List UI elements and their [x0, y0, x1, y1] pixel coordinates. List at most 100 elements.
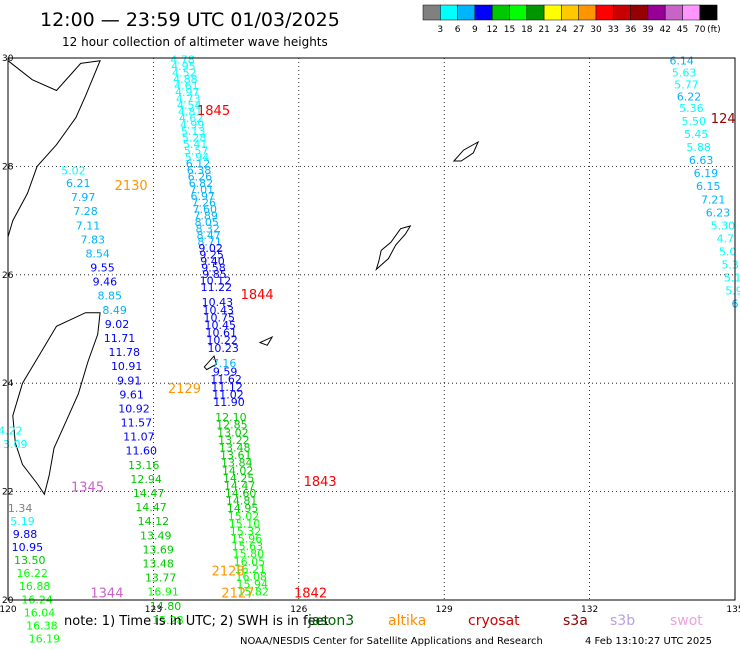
- swh-value: 14.95: [227, 502, 259, 515]
- colorbar-swatch: [543, 4, 562, 21]
- swh-value: 5.13: [181, 125, 206, 138]
- swh-value: 7.97: [71, 191, 96, 204]
- colorbar-label: 24: [556, 25, 568, 35]
- colorbar-swatch: [699, 4, 718, 21]
- swh-value: 8.85: [98, 290, 123, 303]
- swh-value: 9.46: [93, 276, 118, 289]
- swh-value: 7.16: [212, 357, 237, 370]
- swh-value: 12.10: [215, 411, 247, 424]
- swh-value: 4.73: [176, 92, 201, 105]
- swh-value: 13.48: [142, 558, 174, 571]
- swh-value: 10.12: [200, 275, 232, 288]
- swh-value: 8.47: [196, 229, 221, 242]
- swh-value: 11.90: [213, 396, 245, 409]
- swh-value: 14.47: [135, 501, 167, 514]
- colorbar-label: 9: [472, 25, 478, 35]
- swh-value: 7.60: [193, 203, 218, 216]
- swh-value: 5.9: [725, 284, 740, 297]
- colorbar-label: 21: [538, 25, 549, 35]
- colorbar-swatch: [647, 4, 666, 21]
- swh-value: 6.12: [186, 158, 211, 171]
- swh-value: 11.22: [201, 281, 233, 294]
- east-edge-track: 6.145.635.776.225.365.505.455.886.636.19…: [669, 55, 740, 311]
- swh-value: 4.78: [170, 53, 195, 66]
- swh-value: 14.47: [224, 479, 256, 492]
- swh-value: 10.23: [207, 342, 239, 355]
- swh-value: 16.22: [16, 567, 48, 580]
- swh-value: 9.02: [105, 318, 130, 331]
- pass-time-label: 1842: [294, 586, 327, 601]
- swh-value: 4.95: [171, 60, 196, 73]
- colorbar-swatch: [613, 4, 631, 21]
- coastline-taiwan: [12, 312, 101, 496]
- colorbar-label: 12: [486, 25, 497, 35]
- swh-value: 10.75: [204, 311, 236, 324]
- swh-value: 14.60: [225, 487, 257, 500]
- swh-value: 6.82: [189, 177, 214, 190]
- swh-value: 10.22: [206, 334, 238, 347]
- swh-value: 16.08: [236, 571, 268, 584]
- swh-value: 13.77: [145, 572, 177, 585]
- lon-tick-label: 120: [0, 605, 17, 615]
- colorbar-swatch: [474, 4, 493, 21]
- colorbar-swatch: [440, 4, 458, 21]
- swh-value: 15.63: [232, 540, 264, 553]
- swh-value: 11.60: [126, 445, 158, 458]
- swh-value: 5.36: [679, 102, 704, 115]
- lat-tick-label: 22: [2, 488, 13, 498]
- swh-value: 4.52: [172, 66, 197, 79]
- colorbar-swatch: [526, 4, 545, 21]
- colorbar-swatch: [422, 4, 441, 21]
- swh-value: 13.50: [14, 554, 46, 567]
- swh-value: 15.02: [228, 510, 260, 523]
- pass-time-label: 124: [711, 112, 736, 127]
- swh-value: 4.88: [173, 73, 198, 86]
- colorbar-label: 30: [590, 25, 602, 35]
- colorbar-label: 33: [608, 25, 619, 35]
- swh-value: 7.11: [76, 219, 101, 232]
- swh-value: 13.49: [140, 529, 172, 542]
- pass-time-label: 2127: [221, 586, 254, 601]
- lon-tick-label: 123: [145, 605, 162, 615]
- swh-value: 14.12: [138, 515, 170, 528]
- swh-value: 16.88: [19, 580, 51, 593]
- colorbar-label: 27: [573, 25, 584, 35]
- swh-value: 7.21: [701, 193, 726, 206]
- pass-time-label: 1843: [304, 475, 337, 490]
- swh-value: 5.77: [674, 78, 699, 91]
- pass-time-label: 2129: [168, 382, 201, 397]
- swh-value: 6.15: [696, 180, 721, 193]
- map-frame: [7, 57, 736, 601]
- swh-value: 3.09: [3, 438, 28, 451]
- swh-value: 11.02: [212, 388, 244, 401]
- swh-value: 14.80: [150, 600, 182, 613]
- swh-value: 14.81: [226, 495, 258, 508]
- lat-tick-label: 26: [2, 271, 14, 281]
- swh-value: 13.22: [218, 434, 250, 447]
- colorbar-unit: (ft): [707, 25, 721, 35]
- satellite-legend-s3b: s3b: [610, 613, 635, 629]
- swh-value: 5.19: [10, 515, 35, 528]
- swh-value: 5.0: [719, 245, 737, 258]
- swh-value: 7.83: [81, 233, 106, 246]
- coastlines: [7, 60, 480, 496]
- swh-value: 9.55: [90, 262, 115, 275]
- swh-value: 14.47: [133, 487, 165, 500]
- swh-value: 15.96: [231, 533, 263, 546]
- swh-value: 16.05: [234, 555, 266, 568]
- swh-value: 9.61: [119, 388, 144, 401]
- colorbar-label: 70: [694, 25, 706, 35]
- swh-value: 13.84: [221, 457, 253, 470]
- colorbar-label: 45: [677, 25, 688, 35]
- colorbar-swatch: [578, 4, 597, 21]
- swh-value: 14.25: [223, 472, 255, 485]
- satellite-legend: jason3 altika cryosat s3a s3b swot: [307, 613, 703, 629]
- satellite-legend-cryosat: cryosat: [468, 613, 520, 629]
- map-title: 12:00 — 23:59 UTC 01/03/2025: [40, 9, 340, 31]
- swh-value: 15.94: [237, 578, 269, 591]
- lat-tick-label: 30: [2, 54, 14, 64]
- swh-value: 10.43: [203, 304, 235, 317]
- colorbar-label: 18: [521, 25, 533, 35]
- swh-value: 11.12: [211, 381, 243, 394]
